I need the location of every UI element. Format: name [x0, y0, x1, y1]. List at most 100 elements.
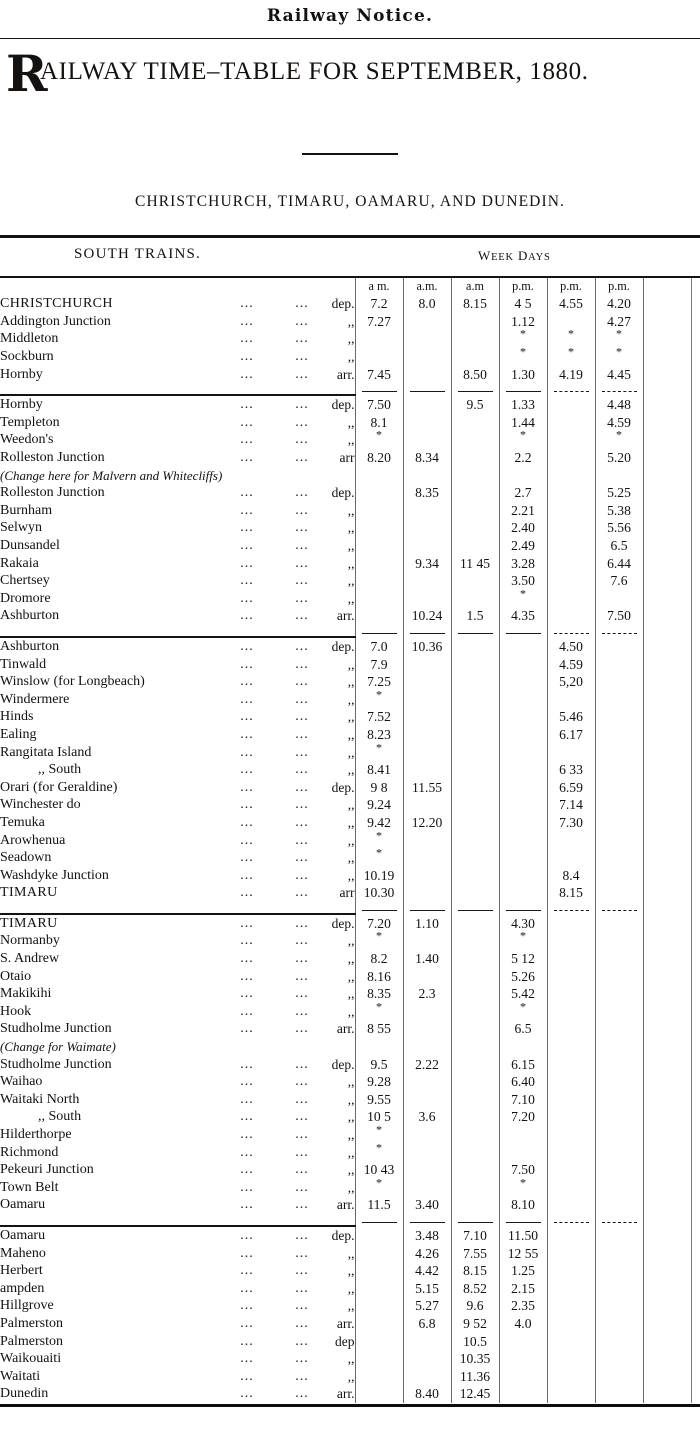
leader-dots-2: ... [295, 1351, 309, 1367]
empty-column-1 [642, 295, 691, 313]
star-marker: * [376, 740, 382, 754]
empty-column-2 [690, 1279, 700, 1298]
arrive-depart-label: ,, [347, 797, 355, 813]
arrive-depart-label: ,, [347, 867, 355, 883]
leader-dots-1: ... [240, 814, 254, 830]
time-cell-6: 4.20 [594, 295, 644, 313]
empty-column-1 [642, 1314, 691, 1333]
empty-column-1 [642, 383, 691, 396]
headline-text: AILWAY TIME–TABLE FOR SEPTEMBER, 1880. [40, 57, 589, 85]
empty-column-2 [690, 778, 700, 797]
station-name: Templeton [0, 414, 60, 430]
table-row: Herbert......,, 4.42 8.15 1.25 [0, 1262, 700, 1280]
empty-column-2 [690, 348, 700, 366]
time-cell-2 [402, 831, 451, 850]
empty-column-1 [642, 950, 691, 968]
separator-mark [505, 391, 541, 393]
time-cell-6 [594, 1073, 644, 1091]
time-cell-3 [450, 312, 499, 331]
section-separator [0, 1213, 700, 1227]
arrive-depart-label: ,, [347, 691, 355, 707]
leader-dots-1: ... [240, 1333, 254, 1349]
weekdays-d: D [517, 247, 529, 263]
time-cell-3 [450, 967, 499, 986]
leader-dots-2: ... [295, 968, 309, 984]
empty-column-1 [642, 554, 691, 573]
station-name: Selwyn [0, 520, 42, 536]
time-cell-6 [594, 1178, 644, 1197]
table-row: CHRISTCHURCH...... dep. 7.2 8.0 8.15 4 5 4.55 4… [0, 295, 700, 313]
empty-column-2 [690, 1055, 700, 1074]
leader-dots-2: ... [295, 450, 309, 466]
station-name: Dunedin [0, 1386, 49, 1402]
table-row: S. Andrew......,, 8.2 1.40 5 12 [0, 950, 700, 968]
time-cell-5 [546, 1143, 595, 1162]
direction-heading: SOUTH TRAINS. [74, 245, 202, 262]
table-row: Hilderthorpe......,, * [0, 1123, 700, 1144]
empty-column-2 [690, 813, 700, 832]
time-cell-1: 9 8 [354, 778, 403, 797]
time-cell-2 [402, 1350, 451, 1368]
arrive-depart-label: ,, [347, 1109, 355, 1125]
empty-column-2 [690, 589, 700, 608]
empty-column-2 [690, 607, 700, 625]
separator-rule [0, 383, 355, 397]
time-cell-5 [546, 1055, 595, 1074]
time-cell-5 [546, 449, 595, 467]
arrive-depart-label: ,, [347, 1162, 355, 1178]
leader-dots-2: ... [295, 915, 309, 931]
table-row: Winchester do......,, 9.24 7.14 [0, 796, 700, 814]
leader-dots-2: ... [295, 1333, 309, 1349]
time-cell-3 [450, 673, 499, 691]
arrive-depart-label: dep. [331, 638, 355, 654]
empty-column-2 [690, 1225, 700, 1245]
table-row: Palmerston...... arr. 6.8 9 52 4.0 [0, 1314, 700, 1333]
leader-dots-2: ... [295, 1074, 309, 1090]
separator-dash-5 [546, 383, 595, 396]
time-cell-3 [450, 501, 499, 520]
time-cell-1: 8.41 [354, 761, 403, 779]
separator-mark [505, 1221, 541, 1223]
time-cell-1 [354, 1244, 403, 1263]
station-name: Studholme Junction [0, 1056, 112, 1072]
time-cell-1: 10.30 [354, 884, 403, 902]
separator-dash-4 [498, 624, 547, 637]
time-cell-4 [498, 690, 547, 709]
table-row: TIMARU...... arr 10.30 8.15 [0, 884, 700, 902]
leader-dots-2: ... [295, 933, 309, 949]
empty-column-2 [690, 449, 700, 467]
empty-column-1 [642, 395, 691, 414]
leader-dots-1: ... [240, 968, 254, 984]
time-cell-6 [594, 778, 644, 797]
empty-column-2 [690, 655, 700, 674]
empty-column-2 [690, 708, 700, 726]
time-cell-6 [594, 849, 644, 867]
time-cell-2: 2.3 [402, 985, 451, 1003]
empty-column-2 [690, 690, 700, 709]
empty-column-1 [642, 519, 691, 537]
time-cell-2: 3.48 [402, 1225, 451, 1245]
time-cell-4: 7.50 [498, 1161, 547, 1179]
empty-column-2 [690, 1314, 700, 1333]
time-cell-1: 9.28 [354, 1073, 403, 1091]
leader-dots-1: ... [240, 397, 254, 413]
station-name: Hinds [0, 709, 34, 725]
leader-dots-1: ... [240, 349, 254, 365]
empty-column-1 [642, 1090, 691, 1109]
leader-dots-2: ... [295, 414, 309, 430]
separator-dash-6 [594, 901, 644, 914]
time-cell-3: 8.50 [450, 365, 499, 384]
empty-column-1 [642, 673, 691, 691]
station-name: Pekeuri Junction [0, 1162, 94, 1178]
time-cell-6 [594, 655, 644, 674]
time-cell-3: 9.5 [450, 395, 499, 414]
time-cell-3 [450, 1126, 499, 1144]
table-row: Rangitata Island......,, * [0, 741, 700, 762]
empty-column-1 [642, 1332, 691, 1351]
leader-dots-1: ... [240, 1227, 254, 1243]
station-name: Makikihi [0, 986, 52, 1002]
time-cell-1: 7.27 [354, 312, 403, 331]
table-row: Palmerston...... dep 10.5 [0, 1332, 700, 1351]
separator-dash-3 [450, 901, 499, 914]
station-name: Normanby [0, 933, 60, 949]
